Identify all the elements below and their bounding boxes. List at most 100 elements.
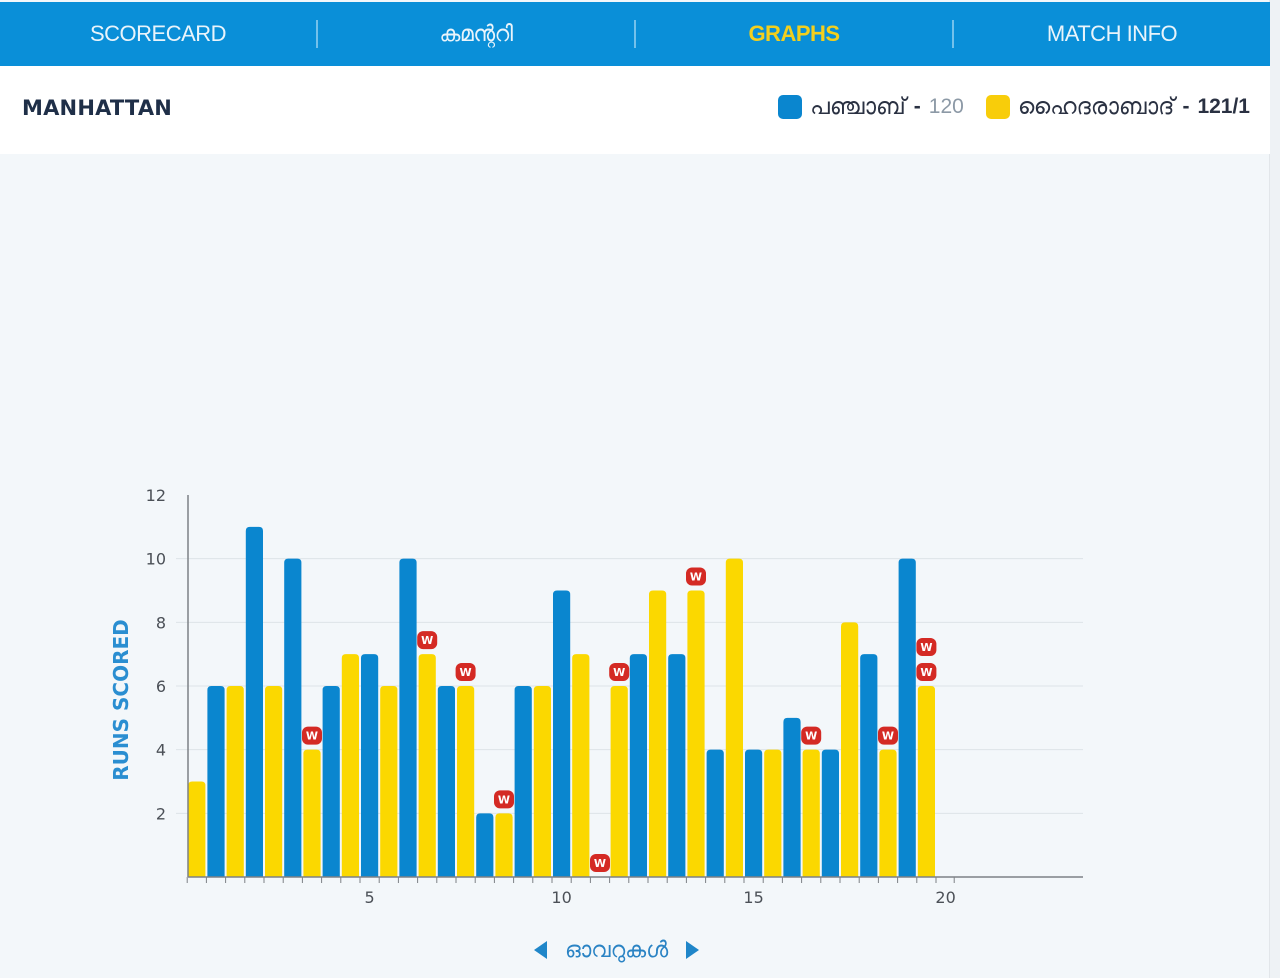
tab-divider [316, 20, 318, 48]
bar-yellow-over-18[interactable] [841, 622, 859, 877]
bar-blue-over-4[interactable] [322, 686, 340, 877]
y-tick-label: 12 [146, 486, 166, 505]
bar-blue-over-19[interactable] [898, 558, 916, 877]
legend-swatch-yellow [985, 95, 1010, 119]
bar-yellow-over-9[interactable] [495, 813, 513, 877]
wicket-label: W [306, 730, 318, 743]
bar-yellow-over-4[interactable] [303, 749, 321, 877]
wicket-label: W [613, 666, 625, 679]
wicket-badge [494, 790, 514, 809]
bar-yellow-over-12[interactable] [610, 686, 628, 877]
graph-header: MANHATTAN പഞ്ചാബ് - 120 ഹൈദരാബാദ് - 121/… [0, 66, 1270, 154]
legend-swatch-blue [778, 95, 803, 119]
top-navigation: SCORECARD കമന്ററി GRAPHS MATCH INFO [0, 2, 1270, 66]
bar-yellow-over-20[interactable] [917, 686, 935, 877]
y-tick-label: 8 [156, 613, 166, 632]
tab-commentary[interactable]: കമന്ററി [439, 21, 513, 46]
wicket-label: W [920, 666, 932, 679]
tab-match-info[interactable]: MATCH INFO [1046, 21, 1178, 46]
legend-team-name: പഞ്ചാബ് [810, 94, 906, 120]
wicket-marker[interactable]: W [590, 854, 610, 872]
wicket-badge [455, 663, 476, 681]
bar-blue-over-17[interactable] [821, 749, 839, 877]
wicket-marker[interactable]: W [916, 663, 937, 681]
bar-yellow-over-10[interactable] [533, 686, 551, 877]
wicket-marker[interactable]: W [609, 663, 630, 681]
bar-blue-over-6[interactable] [399, 558, 417, 877]
wicket-marker[interactable]: W [916, 638, 937, 656]
bar-blue-over-13[interactable] [668, 654, 686, 877]
tab-graphs[interactable]: GRAPHS [748, 21, 840, 46]
wicket-badge [302, 726, 322, 745]
legend-item-team-1[interactable]: പഞ്ചാബ് - 120 [778, 94, 964, 120]
x-tick-label: 5 [365, 888, 375, 907]
bar-blue-over-7[interactable] [437, 686, 455, 877]
wicket-badge [878, 726, 898, 745]
bar-blue-over-9[interactable] [514, 686, 532, 877]
bar-blue-over-5[interactable] [361, 654, 379, 877]
wicket-badge [590, 854, 610, 872]
triangle-left-icon[interactable] [534, 941, 547, 959]
bar-yellow-over-19[interactable] [879, 749, 897, 877]
tab-scorecard[interactable]: SCORECARD [89, 21, 227, 46]
legend-dash: - [913, 95, 921, 118]
wicket-badge [916, 663, 937, 681]
wicket-label: W [920, 641, 932, 654]
bar-blue-over-12[interactable] [629, 654, 647, 877]
legend-item-team-2[interactable]: ഹൈദരാബാദ് - 121/1 [985, 94, 1250, 120]
legend-team-name: ഹൈദരാബാദ് [1017, 94, 1175, 120]
wicket-marker[interactable]: W [686, 567, 706, 586]
wicket-badge [686, 567, 706, 586]
wicket-badge [916, 638, 937, 656]
wicket-badge [417, 631, 438, 650]
scrollbar-track[interactable] [1269, 0, 1280, 978]
wicket-label: W [594, 857, 606, 870]
wicket-label: W [498, 793, 510, 806]
bar-yellow-over-5[interactable] [341, 654, 359, 877]
wicket-marker[interactable]: W [494, 790, 514, 809]
bar-blue-over-14[interactable] [706, 749, 724, 877]
x-tick-label: 20 [935, 888, 955, 907]
bar-yellow-over-15[interactable] [725, 558, 743, 877]
wicket-marker[interactable]: W [302, 726, 322, 745]
over-navigation: ഓവറുകൾ [534, 930, 700, 970]
bar-blue-over-3[interactable] [284, 558, 302, 877]
bar-yellow-over-8[interactable] [457, 686, 475, 877]
bar-yellow-over-6[interactable] [380, 686, 398, 877]
bar-blue-over-1[interactable] [207, 686, 225, 877]
x-tick-label: 10 [551, 888, 571, 907]
bar-yellow-over-2[interactable] [226, 686, 244, 877]
bar-yellow-over-14[interactable] [687, 590, 705, 878]
triangle-right-icon[interactable] [686, 941, 700, 959]
bar-blue-over-8[interactable] [476, 813, 494, 877]
bar-blue-over-18[interactable] [860, 654, 878, 877]
bar-yellow-over-7[interactable] [418, 654, 436, 877]
tab-divider [634, 20, 636, 48]
chart-legend: പഞ്ചാബ് - 120 ഹൈദരാബാദ് - 121/1 [778, 94, 1250, 120]
chart-title: MANHATTAN [22, 96, 173, 120]
y-tick-label: 6 [156, 677, 166, 696]
wicket-marker[interactable]: W [801, 726, 822, 745]
x-tick-label: 15 [743, 888, 763, 907]
bar-yellow-over-16[interactable] [764, 749, 782, 877]
legend-team-score: 120 [928, 95, 964, 118]
bar-yellow-over-1[interactable] [188, 781, 206, 878]
wicket-badge [801, 726, 822, 745]
y-axis-title: RUNS SCORED [109, 619, 133, 781]
legend-dash: - [1182, 95, 1190, 118]
bar-yellow-over-13[interactable] [649, 590, 667, 878]
bar-blue-over-10[interactable] [553, 590, 571, 878]
bar-blue-over-2[interactable] [245, 526, 263, 877]
bar-yellow-over-11[interactable] [572, 654, 590, 877]
bar-blue-over-15[interactable] [745, 749, 763, 877]
bar-yellow-over-17[interactable] [802, 749, 820, 877]
y-tick-label: 4 [156, 741, 166, 760]
wicket-marker[interactable]: W [455, 663, 476, 681]
wicket-label: W [882, 730, 894, 743]
wicket-marker[interactable]: W [878, 726, 898, 745]
y-tick-label: 10 [146, 550, 166, 569]
bar-yellow-over-3[interactable] [265, 686, 283, 877]
wicket-marker[interactable]: W [417, 631, 438, 650]
bar-blue-over-16[interactable] [783, 717, 801, 877]
